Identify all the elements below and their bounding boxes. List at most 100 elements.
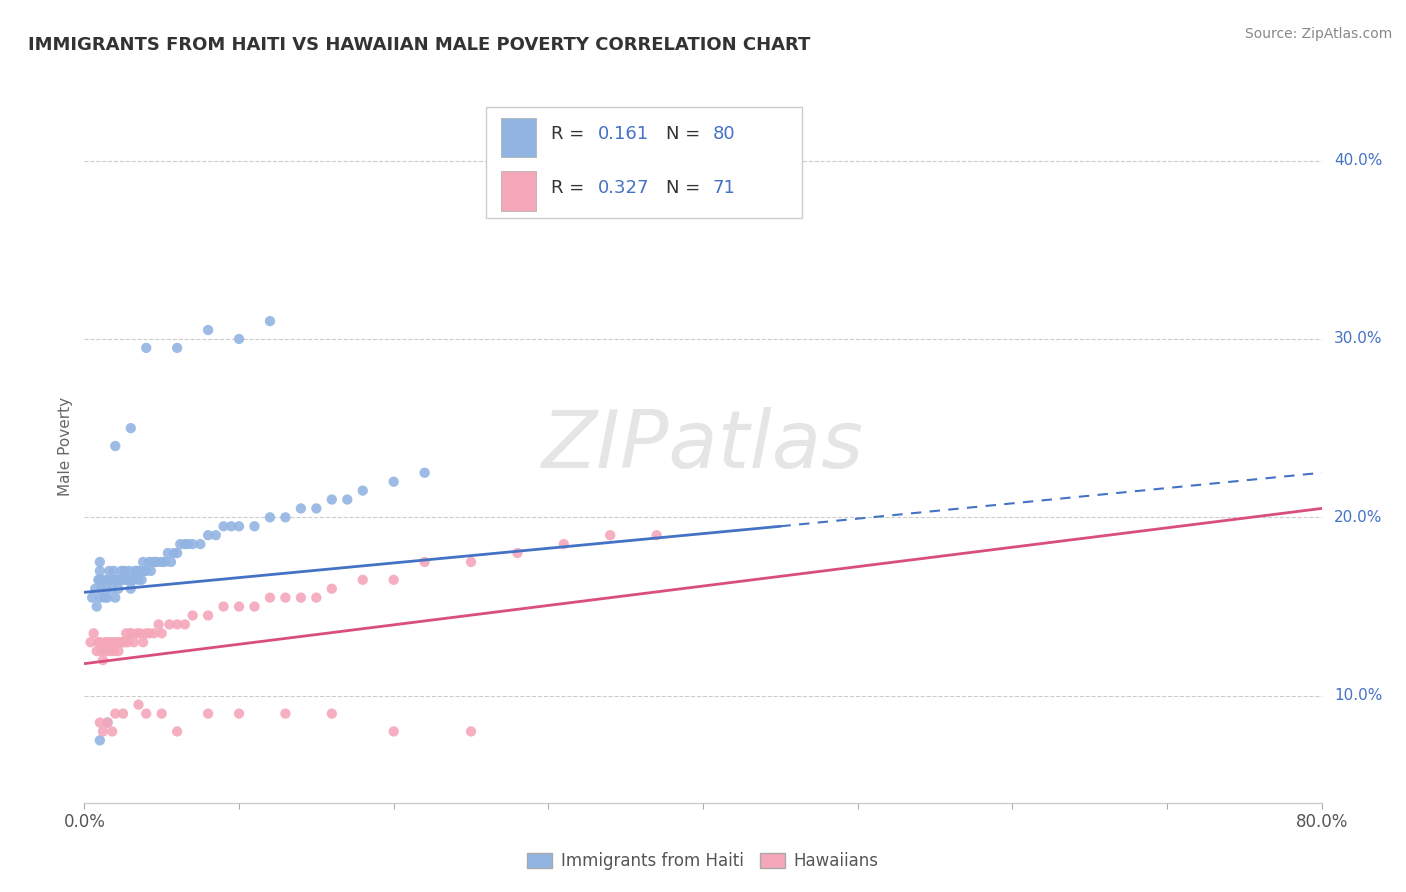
Point xyxy=(103,644,125,658)
FancyBboxPatch shape xyxy=(502,171,536,211)
Point xyxy=(413,555,436,569)
Point xyxy=(104,706,127,721)
Point xyxy=(352,573,374,587)
Point xyxy=(79,635,101,649)
Point xyxy=(100,573,122,587)
Point xyxy=(212,599,235,614)
Point xyxy=(156,546,179,560)
Point xyxy=(89,635,111,649)
Point xyxy=(460,555,482,569)
Point xyxy=(205,528,228,542)
Point xyxy=(98,564,121,578)
Point xyxy=(107,644,129,658)
Point xyxy=(174,617,197,632)
Point xyxy=(259,314,281,328)
Point xyxy=(153,555,176,569)
Point xyxy=(104,635,127,649)
Point xyxy=(460,724,482,739)
Point xyxy=(148,617,170,632)
Point xyxy=(132,635,155,649)
Point xyxy=(122,573,145,587)
Point xyxy=(290,501,312,516)
Point xyxy=(166,617,188,632)
Point xyxy=(305,501,328,516)
Point xyxy=(84,582,107,596)
Point xyxy=(94,582,117,596)
Text: 0.161: 0.161 xyxy=(598,125,650,143)
Text: 30.0%: 30.0% xyxy=(1334,332,1382,346)
Point xyxy=(177,537,200,551)
Point xyxy=(90,644,112,658)
Text: 80: 80 xyxy=(713,125,735,143)
Point xyxy=(131,573,153,587)
Point xyxy=(166,546,188,560)
Point xyxy=(115,573,138,587)
Point xyxy=(91,573,114,587)
Point xyxy=(105,635,128,649)
Point xyxy=(108,635,131,649)
Point xyxy=(413,466,436,480)
Point xyxy=(163,546,186,560)
Point xyxy=(188,537,211,551)
Point xyxy=(166,724,188,739)
Point xyxy=(181,537,204,551)
Point xyxy=(159,617,180,632)
Point xyxy=(83,626,105,640)
Point xyxy=(352,483,374,498)
Point xyxy=(96,591,118,605)
Point xyxy=(120,582,142,596)
Point xyxy=(228,332,250,346)
Point xyxy=(274,591,297,605)
Point xyxy=(135,564,157,578)
Point xyxy=(129,564,152,578)
Point xyxy=(89,564,111,578)
Point xyxy=(228,706,250,721)
Text: IMMIGRANTS FROM HAITI VS HAWAIIAN MALE POVERTY CORRELATION CHART: IMMIGRANTS FROM HAITI VS HAWAIIAN MALE P… xyxy=(28,36,810,54)
Point xyxy=(110,635,132,649)
Point xyxy=(336,492,359,507)
Point xyxy=(117,635,139,649)
Point xyxy=(91,724,114,739)
Point xyxy=(321,706,343,721)
Point xyxy=(101,724,124,739)
Point xyxy=(382,724,405,739)
Text: 20.0%: 20.0% xyxy=(1334,510,1382,524)
Point xyxy=(86,599,108,614)
Point xyxy=(138,555,160,569)
Point xyxy=(121,573,143,587)
Point xyxy=(228,599,250,614)
Point xyxy=(101,582,124,596)
Point xyxy=(599,528,621,542)
Point xyxy=(197,608,219,623)
Point xyxy=(105,573,128,587)
Text: R =: R = xyxy=(551,178,583,196)
FancyBboxPatch shape xyxy=(486,107,801,218)
Point xyxy=(143,626,166,640)
Text: 40.0%: 40.0% xyxy=(1334,153,1382,168)
Point xyxy=(150,555,173,569)
Point xyxy=(274,706,297,721)
Point xyxy=(87,635,110,649)
Point xyxy=(82,591,104,605)
Point xyxy=(135,341,157,355)
Point xyxy=(86,644,108,658)
Point xyxy=(274,510,297,524)
Point xyxy=(197,706,219,721)
Point xyxy=(212,519,235,533)
Point xyxy=(98,635,121,649)
Text: Source: ZipAtlas.com: Source: ZipAtlas.com xyxy=(1244,27,1392,41)
Y-axis label: Male Poverty: Male Poverty xyxy=(58,396,73,496)
Point xyxy=(104,573,127,587)
Point xyxy=(89,733,111,747)
Point xyxy=(243,599,266,614)
Point xyxy=(122,635,145,649)
Point xyxy=(91,653,114,667)
Point xyxy=(125,564,148,578)
Point xyxy=(112,635,135,649)
Point xyxy=(87,573,110,587)
Point xyxy=(103,564,125,578)
Point xyxy=(259,591,281,605)
Point xyxy=(89,715,111,730)
Point xyxy=(197,323,219,337)
Point xyxy=(101,635,124,649)
